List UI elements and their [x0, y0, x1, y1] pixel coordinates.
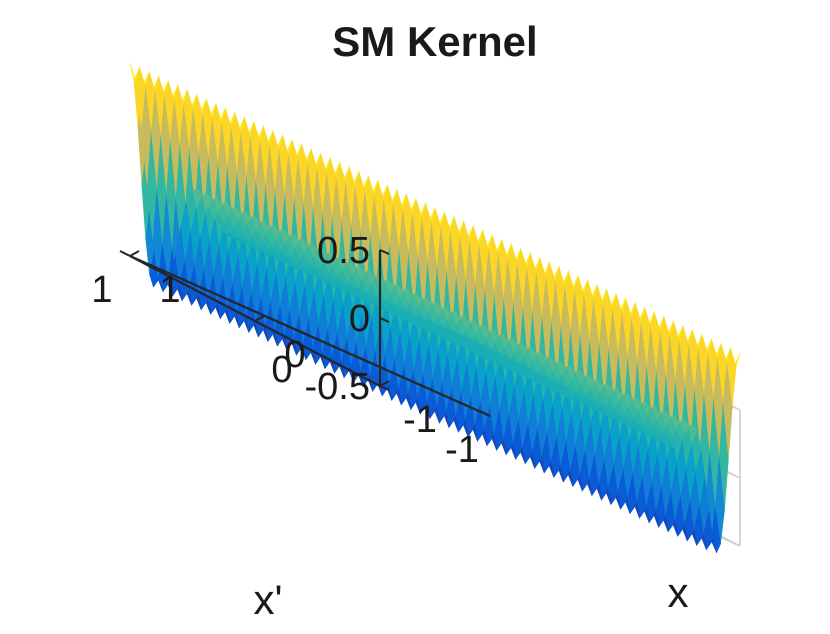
z-tick-label: 0.5 [317, 230, 370, 272]
x-tick-label: -1 [403, 399, 437, 441]
x-tick-mark [129, 250, 140, 257]
x-prime-tick-mark [119, 250, 131, 257]
x-tick-label: 1 [159, 269, 180, 311]
kernel-surface [129, 62, 741, 554]
x-tick-label: 0 [284, 334, 305, 376]
x-prime-axis-label: x' [253, 576, 282, 623]
z-tick-label: -0.5 [305, 366, 370, 408]
x-prime-tick-label: -1 [445, 429, 479, 471]
z-tick-label: 0 [349, 298, 370, 340]
x-axis-label: x [668, 569, 689, 616]
x-prime-tick-label: 1 [91, 269, 112, 311]
chart-title: SM Kernel [332, 18, 537, 65]
